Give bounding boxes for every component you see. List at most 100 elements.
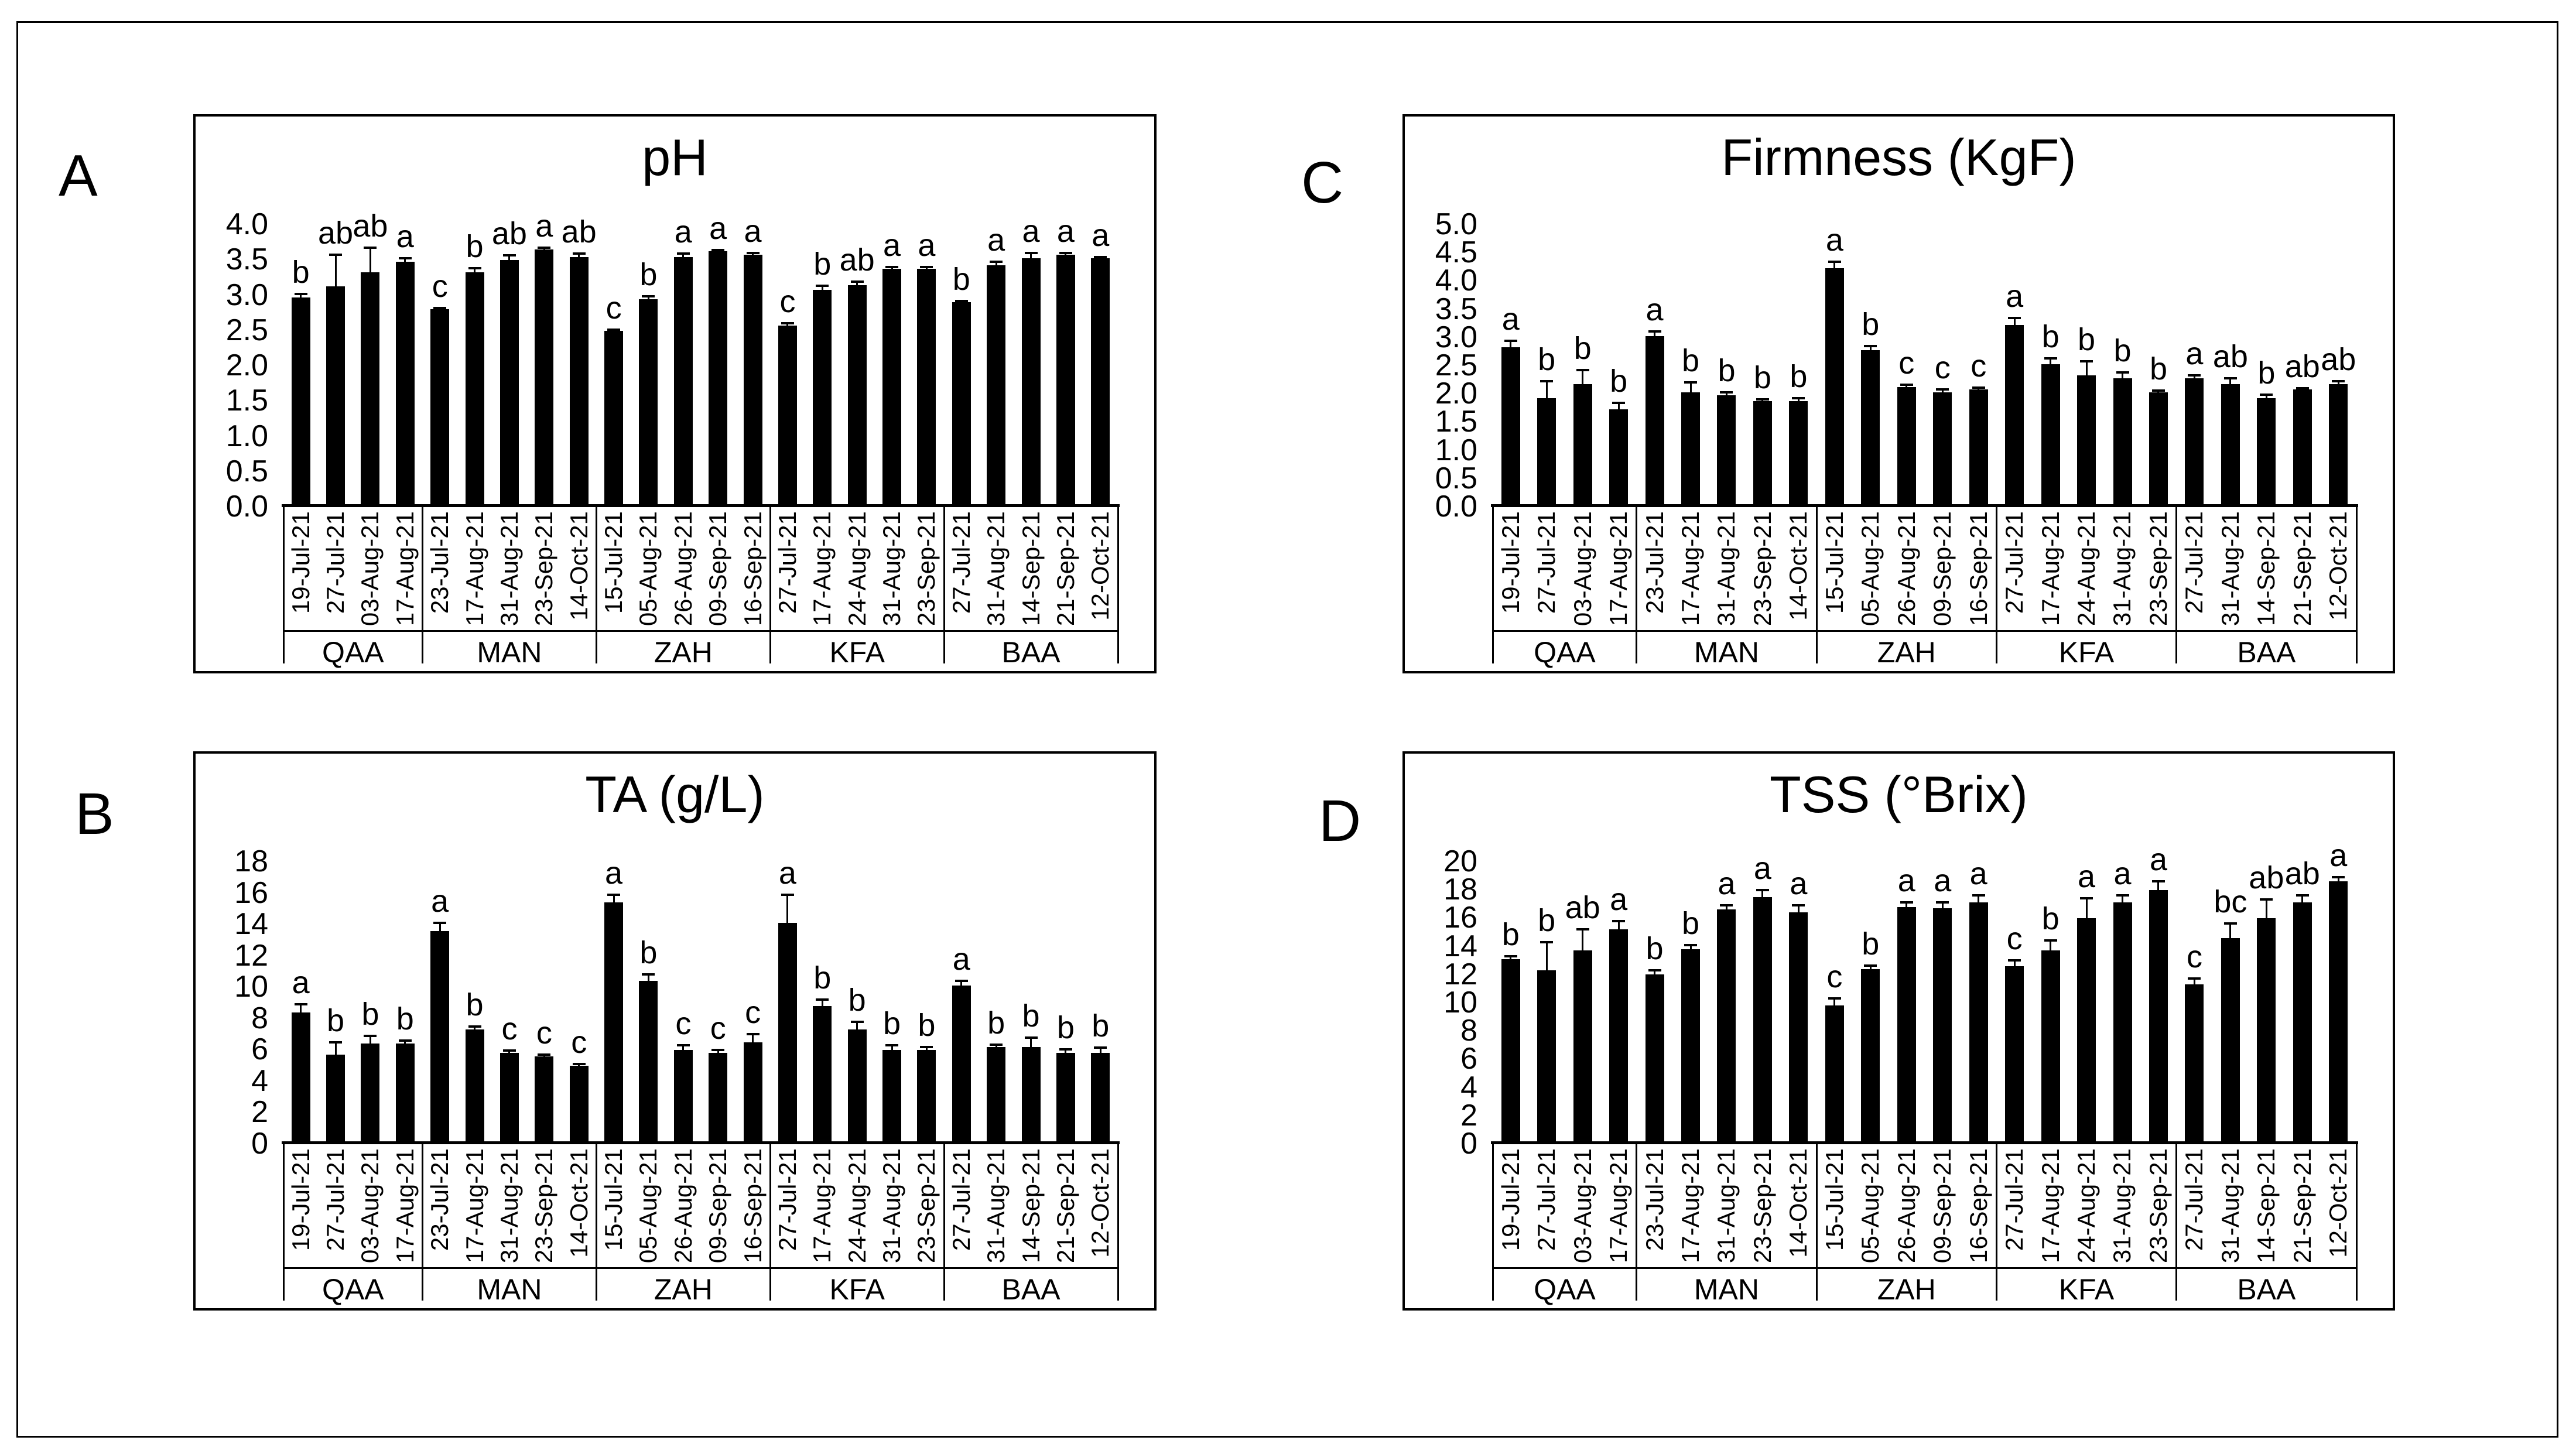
significance-letter: b <box>813 247 832 282</box>
x-date-label: 17-Aug-21 <box>460 1148 488 1264</box>
bar <box>2293 902 2312 1142</box>
x-date-label: 16-Sep-21 <box>738 1148 767 1264</box>
error-bar-line <box>856 282 858 289</box>
x-date-label-cell: 03-Aug-21 <box>353 1148 388 1265</box>
bar <box>465 1029 484 1142</box>
bar <box>361 272 380 505</box>
error-bar-cap <box>1900 383 1913 386</box>
x-date-label-cell: 31-Aug-21 <box>492 511 526 628</box>
error-bar-cap <box>1094 255 1107 258</box>
x-date-label-cell: 16-Sep-21 <box>735 1148 770 1265</box>
bar <box>1753 401 1772 505</box>
x-date-label-cell: 24-Aug-21 <box>2068 1148 2104 1265</box>
x-date-label: 15-Jul-21 <box>600 1148 628 1251</box>
error-bar-line <box>300 293 302 301</box>
error-bar-line <box>925 266 928 273</box>
error-bar-cap <box>1504 339 1517 342</box>
significance-letter: b <box>1092 1008 1110 1044</box>
x-date-label: 27-Jul-21 <box>947 511 975 614</box>
bar <box>709 251 728 505</box>
error-bar-cap <box>885 1044 899 1046</box>
significance-letter: b <box>1538 902 1556 938</box>
x-date-label-cell: 14-Oct-21 <box>562 511 596 628</box>
error-bar-line <box>856 1021 858 1034</box>
x-date-label-cell: 05-Aug-21 <box>1853 511 1889 628</box>
y-axis-tick-label: 0 <box>251 1127 268 1161</box>
x-date-label: 17-Aug-21 <box>808 511 836 627</box>
error-bar-line <box>2337 381 2339 388</box>
error-bar-cap <box>398 1039 412 1042</box>
group-separator-line <box>595 1142 597 1301</box>
bar <box>2293 389 2312 505</box>
y-axis-tick-label: 4 <box>251 1063 268 1098</box>
significance-letter: a <box>2078 859 2096 895</box>
significance-letter: ab <box>2284 856 2320 892</box>
x-date-label-cell: 31-Aug-21 <box>874 1148 909 1265</box>
x-date-label: 23-Sep-21 <box>2144 1148 2172 1264</box>
x-date-label-cell: 23-Jul-21 <box>1637 511 1672 628</box>
error-bar-cap <box>1612 401 1626 404</box>
error-bar-cap <box>2044 357 2057 360</box>
error-bar-line <box>1978 895 1980 906</box>
group-separator-line <box>282 1142 285 1301</box>
significance-letter: a <box>883 227 901 263</box>
x-group-label: QAA <box>1534 636 1596 669</box>
y-axis-tick-label: 8 <box>251 1001 268 1035</box>
bar <box>917 269 936 505</box>
error-bar-line <box>474 1026 476 1034</box>
bar <box>813 290 832 505</box>
significance-letter: b <box>639 257 658 293</box>
y-axis-tick-label: 4 <box>1460 1070 1477 1104</box>
x-date-label-cell: 14-Oct-21 <box>1781 511 1816 628</box>
x-date-label-cell: 21-Sep-21 <box>1048 511 1083 628</box>
error-bar-cap <box>1792 396 1805 399</box>
x-date-label-cell: 19-Jul-21 <box>1493 511 1528 628</box>
y-axis-tick-label: 10 <box>234 970 268 1004</box>
x-date-label-cell: 27-Jul-21 <box>1996 1148 2032 1265</box>
error-bar-cap <box>1936 388 1949 391</box>
x-date-label-cell: 15-Jul-21 <box>596 1148 631 1265</box>
error-bar-cap <box>2223 377 2237 380</box>
error-bar-line <box>1689 382 1692 396</box>
x-date-label-cell: 09-Sep-21 <box>1925 1148 1961 1265</box>
error-bar-line <box>1941 389 1944 396</box>
x-date-label: 17-Aug-21 <box>1676 1148 1704 1264</box>
x-date-label: 23-Jul-21 <box>426 1148 454 1251</box>
error-bar-cap <box>1024 251 1038 254</box>
x-date-label-cell: 31-Aug-21 <box>979 1148 1014 1265</box>
bar <box>1933 908 1952 1142</box>
group-separator-line <box>422 505 423 663</box>
x-date-label-cell: 31-Aug-21 <box>2212 511 2248 628</box>
x-date-label: 31-Aug-21 <box>495 1148 523 1264</box>
x-date-label: 05-Aug-21 <box>1856 511 1884 627</box>
chart-panel-ta: TA (g/L) 0 2 4 6 8 10 12 14 16 18 a 19-Jul-21 b 27-Jul… <box>193 751 1157 1311</box>
error-bar-line <box>578 253 580 261</box>
bar <box>673 256 693 505</box>
x-group-label: MAN <box>1694 636 1760 669</box>
x-date-label: 16-Sep-21 <box>1964 1148 1992 1264</box>
error-bar-cap <box>2080 360 2093 363</box>
error-bar-cap <box>2296 387 2309 390</box>
error-bar-cap <box>468 267 481 270</box>
significance-letter: a <box>1646 292 1664 328</box>
significance-letter: b <box>2149 351 2167 387</box>
error-bar-cap <box>1648 969 1661 971</box>
x-date-label-cell: 12-Oct-21 <box>2321 511 2356 628</box>
error-bar-line <box>334 255 337 290</box>
group-separator-line <box>1117 505 1119 663</box>
error-bar-line <box>752 1034 754 1046</box>
error-bar-cap <box>746 251 760 254</box>
bar <box>2113 902 2132 1142</box>
x-date-label: 24-Aug-21 <box>2072 511 2100 627</box>
bar <box>1609 409 1629 505</box>
x-date-label: 14-Oct-21 <box>565 1148 593 1258</box>
significance-letter: a <box>1790 866 1808 902</box>
significance-letter: b <box>1718 353 1736 389</box>
bar <box>430 930 450 1142</box>
significance-letter: a <box>1610 881 1628 917</box>
bar <box>2077 918 2096 1142</box>
x-date-label: 23-Sep-21 <box>1748 1148 1776 1264</box>
error-bar-cap <box>642 973 655 976</box>
x-date-label: 31-Aug-21 <box>2108 511 2136 627</box>
error-bar-cap <box>2151 389 2165 392</box>
